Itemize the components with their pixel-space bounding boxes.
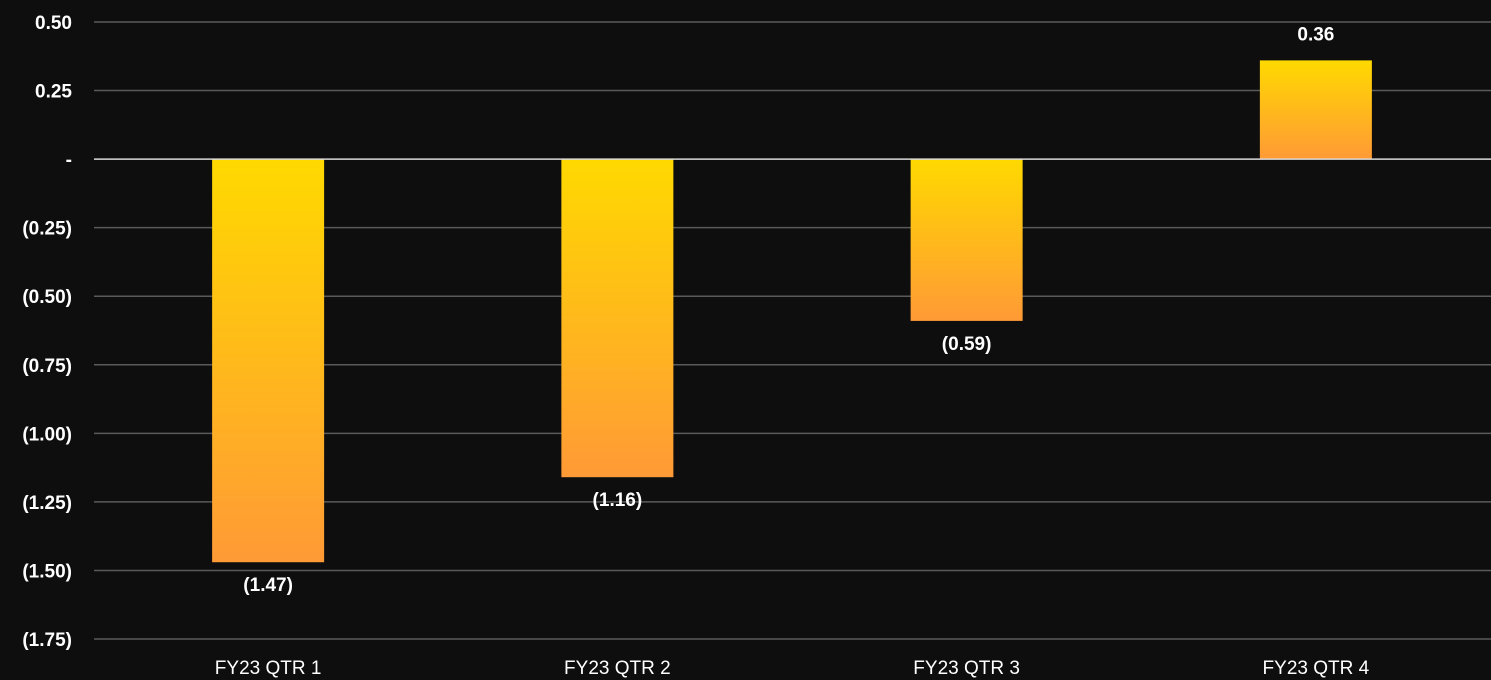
data-label: (1.16) bbox=[593, 490, 643, 511]
bar bbox=[1259, 60, 1372, 160]
data-label: (1.47) bbox=[243, 575, 293, 596]
y-tick-label: (1.75) bbox=[22, 630, 72, 651]
x-tick-label: FY23 QTR 1 bbox=[215, 658, 322, 679]
y-tick-label: 0.25 bbox=[35, 82, 72, 103]
bar bbox=[910, 159, 1023, 321]
bar bbox=[212, 159, 325, 563]
data-labels: (1.47) (1.16) (0.59) 0.36 bbox=[243, 24, 1334, 596]
x-tick-label: FY23 QTR 4 bbox=[1263, 658, 1370, 679]
bar bbox=[561, 159, 674, 478]
y-tick-label: (0.75) bbox=[22, 356, 72, 377]
bars bbox=[212, 60, 1372, 563]
data-label: 0.36 bbox=[1297, 24, 1334, 45]
y-tick-label: (1.25) bbox=[22, 493, 72, 514]
x-tick-label: FY23 QTR 3 bbox=[913, 658, 1020, 679]
y-axis-tick-labels: 0.50 0.25 - (0.25) (0.50) (0.75) (1.00) (1.25) (… bbox=[22, 13, 72, 651]
y-tick-label: (1.50) bbox=[22, 561, 72, 582]
y-tick-label: (1.00) bbox=[22, 424, 72, 445]
y-tick-label: 0.50 bbox=[35, 13, 72, 34]
y-tick-label: (0.50) bbox=[22, 287, 72, 308]
data-label: (0.59) bbox=[942, 334, 992, 355]
gridlines bbox=[94, 21, 1491, 640]
y-tick-label: (0.25) bbox=[22, 219, 72, 240]
x-tick-label: FY23 QTR 2 bbox=[564, 658, 671, 679]
y-tick-label: - bbox=[66, 150, 72, 171]
x-axis-tick-labels: FY23 QTR 1 FY23 QTR 2 FY23 QTR 3 FY23 QTR 4 bbox=[215, 658, 1370, 679]
